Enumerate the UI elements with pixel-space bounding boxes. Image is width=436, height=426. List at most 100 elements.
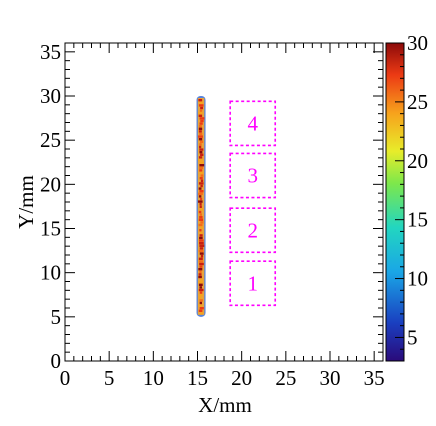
track-pixel (198, 304, 202, 307)
track-pixel (199, 171, 203, 175)
track-pixel (199, 140, 204, 143)
y-tick-label: 5 (51, 305, 62, 329)
track-pixel (198, 260, 204, 263)
track-pixel (199, 164, 205, 167)
track-pixel (198, 281, 203, 284)
track-pixel (199, 301, 203, 305)
track-pixel (198, 288, 204, 292)
track-pixel (199, 307, 204, 310)
region-layer: 1 2 3 4 (229, 100, 277, 307)
x-tick-label: 10 (143, 366, 164, 390)
track-pixel (200, 221, 204, 224)
track-pixel (198, 192, 203, 195)
track-pixel (199, 286, 202, 289)
x-tick-label: 0 (60, 366, 71, 390)
track-pixel (198, 268, 203, 271)
track-pixel (199, 101, 203, 104)
track-pixel (198, 283, 203, 286)
track-pixel (198, 114, 203, 117)
track-pixel (199, 203, 202, 206)
plot-frame (64, 42, 384, 362)
track-pixel (198, 156, 203, 159)
x-axis-ticks (64, 43, 384, 361)
track-pixel (200, 153, 204, 156)
colorbar-tick-label: 25 (407, 90, 428, 114)
track-pixel (199, 236, 203, 240)
track-pixel (199, 252, 204, 255)
track-pixel (200, 184, 203, 188)
colorbar-tick-label: 10 (407, 267, 428, 291)
track-pixel (200, 119, 204, 123)
track-pixel (199, 244, 205, 247)
track-pixel (198, 257, 203, 260)
track-pixel (199, 234, 203, 237)
track-pixel (198, 223, 203, 227)
colorbar-tick-label: 20 (407, 149, 428, 173)
region-label: 1 (247, 271, 258, 295)
track-pixel (199, 166, 204, 169)
region-label: 2 (247, 218, 258, 242)
track-pixel (199, 122, 203, 125)
y-tick-label: 20 (40, 172, 61, 196)
track-pixel (198, 182, 204, 185)
track-pixel (198, 135, 203, 138)
track-pixel (199, 161, 204, 164)
colorbar-tick-label: 5 (407, 325, 418, 349)
y-tick-label: 25 (40, 128, 61, 152)
track-pixel (199, 190, 204, 193)
track-pixel (198, 275, 202, 279)
region-box (229, 260, 277, 307)
track-pixel (198, 158, 203, 162)
track-pixel (199, 216, 203, 219)
track-pixel (199, 239, 204, 242)
track-pixel (198, 249, 204, 253)
track-pixel (199, 265, 203, 268)
track-pixel (198, 309, 203, 312)
track-pixel (198, 218, 204, 221)
track-pixel (199, 117, 205, 120)
track-pixel (199, 143, 202, 146)
y-tick-label: 15 (40, 217, 61, 241)
x-tick-label: 15 (187, 366, 208, 390)
track-pixel (199, 169, 203, 172)
region-label: 3 (247, 164, 258, 188)
track-layer (196, 96, 206, 317)
track-pixel (198, 99, 203, 102)
track-pixel (200, 197, 203, 201)
track-pixel (198, 130, 202, 133)
track-pixel (199, 229, 202, 232)
track-pixel (199, 247, 204, 250)
colorbar-tick-label: 30 (407, 31, 428, 55)
track-pixel (199, 262, 204, 266)
track-pixel (200, 106, 204, 110)
track-pixel (199, 177, 203, 180)
colorbar-ticks (395, 42, 404, 362)
region-box (229, 207, 277, 254)
track-pixel (199, 132, 203, 136)
y-tick-label: 35 (40, 40, 61, 64)
track-pixel (198, 210, 202, 214)
colorbar-tick-label: 15 (407, 208, 428, 232)
track-pixel (200, 179, 204, 182)
y-axis-title: Y/mm (14, 175, 38, 229)
track-pixel (200, 208, 204, 211)
region-box (229, 100, 277, 147)
track-pixel (198, 104, 204, 107)
track-pixel (199, 270, 202, 273)
x-tick-label: 25 (275, 366, 296, 390)
region-box (229, 152, 277, 199)
x-tick-label: 5 (104, 366, 115, 390)
track-pixel (200, 231, 203, 234)
track-pixel (198, 138, 203, 141)
track-pixel (198, 187, 202, 190)
region-label: 4 (247, 111, 258, 135)
track-pixel (200, 174, 204, 177)
track-pixel (199, 148, 204, 151)
track-pixel (198, 195, 202, 198)
track-pixel (198, 200, 203, 203)
track-pixel (199, 151, 203, 154)
track-pixel (198, 273, 202, 276)
x-tick-label: 30 (320, 366, 341, 390)
x-tick-label: 35 (364, 366, 385, 390)
